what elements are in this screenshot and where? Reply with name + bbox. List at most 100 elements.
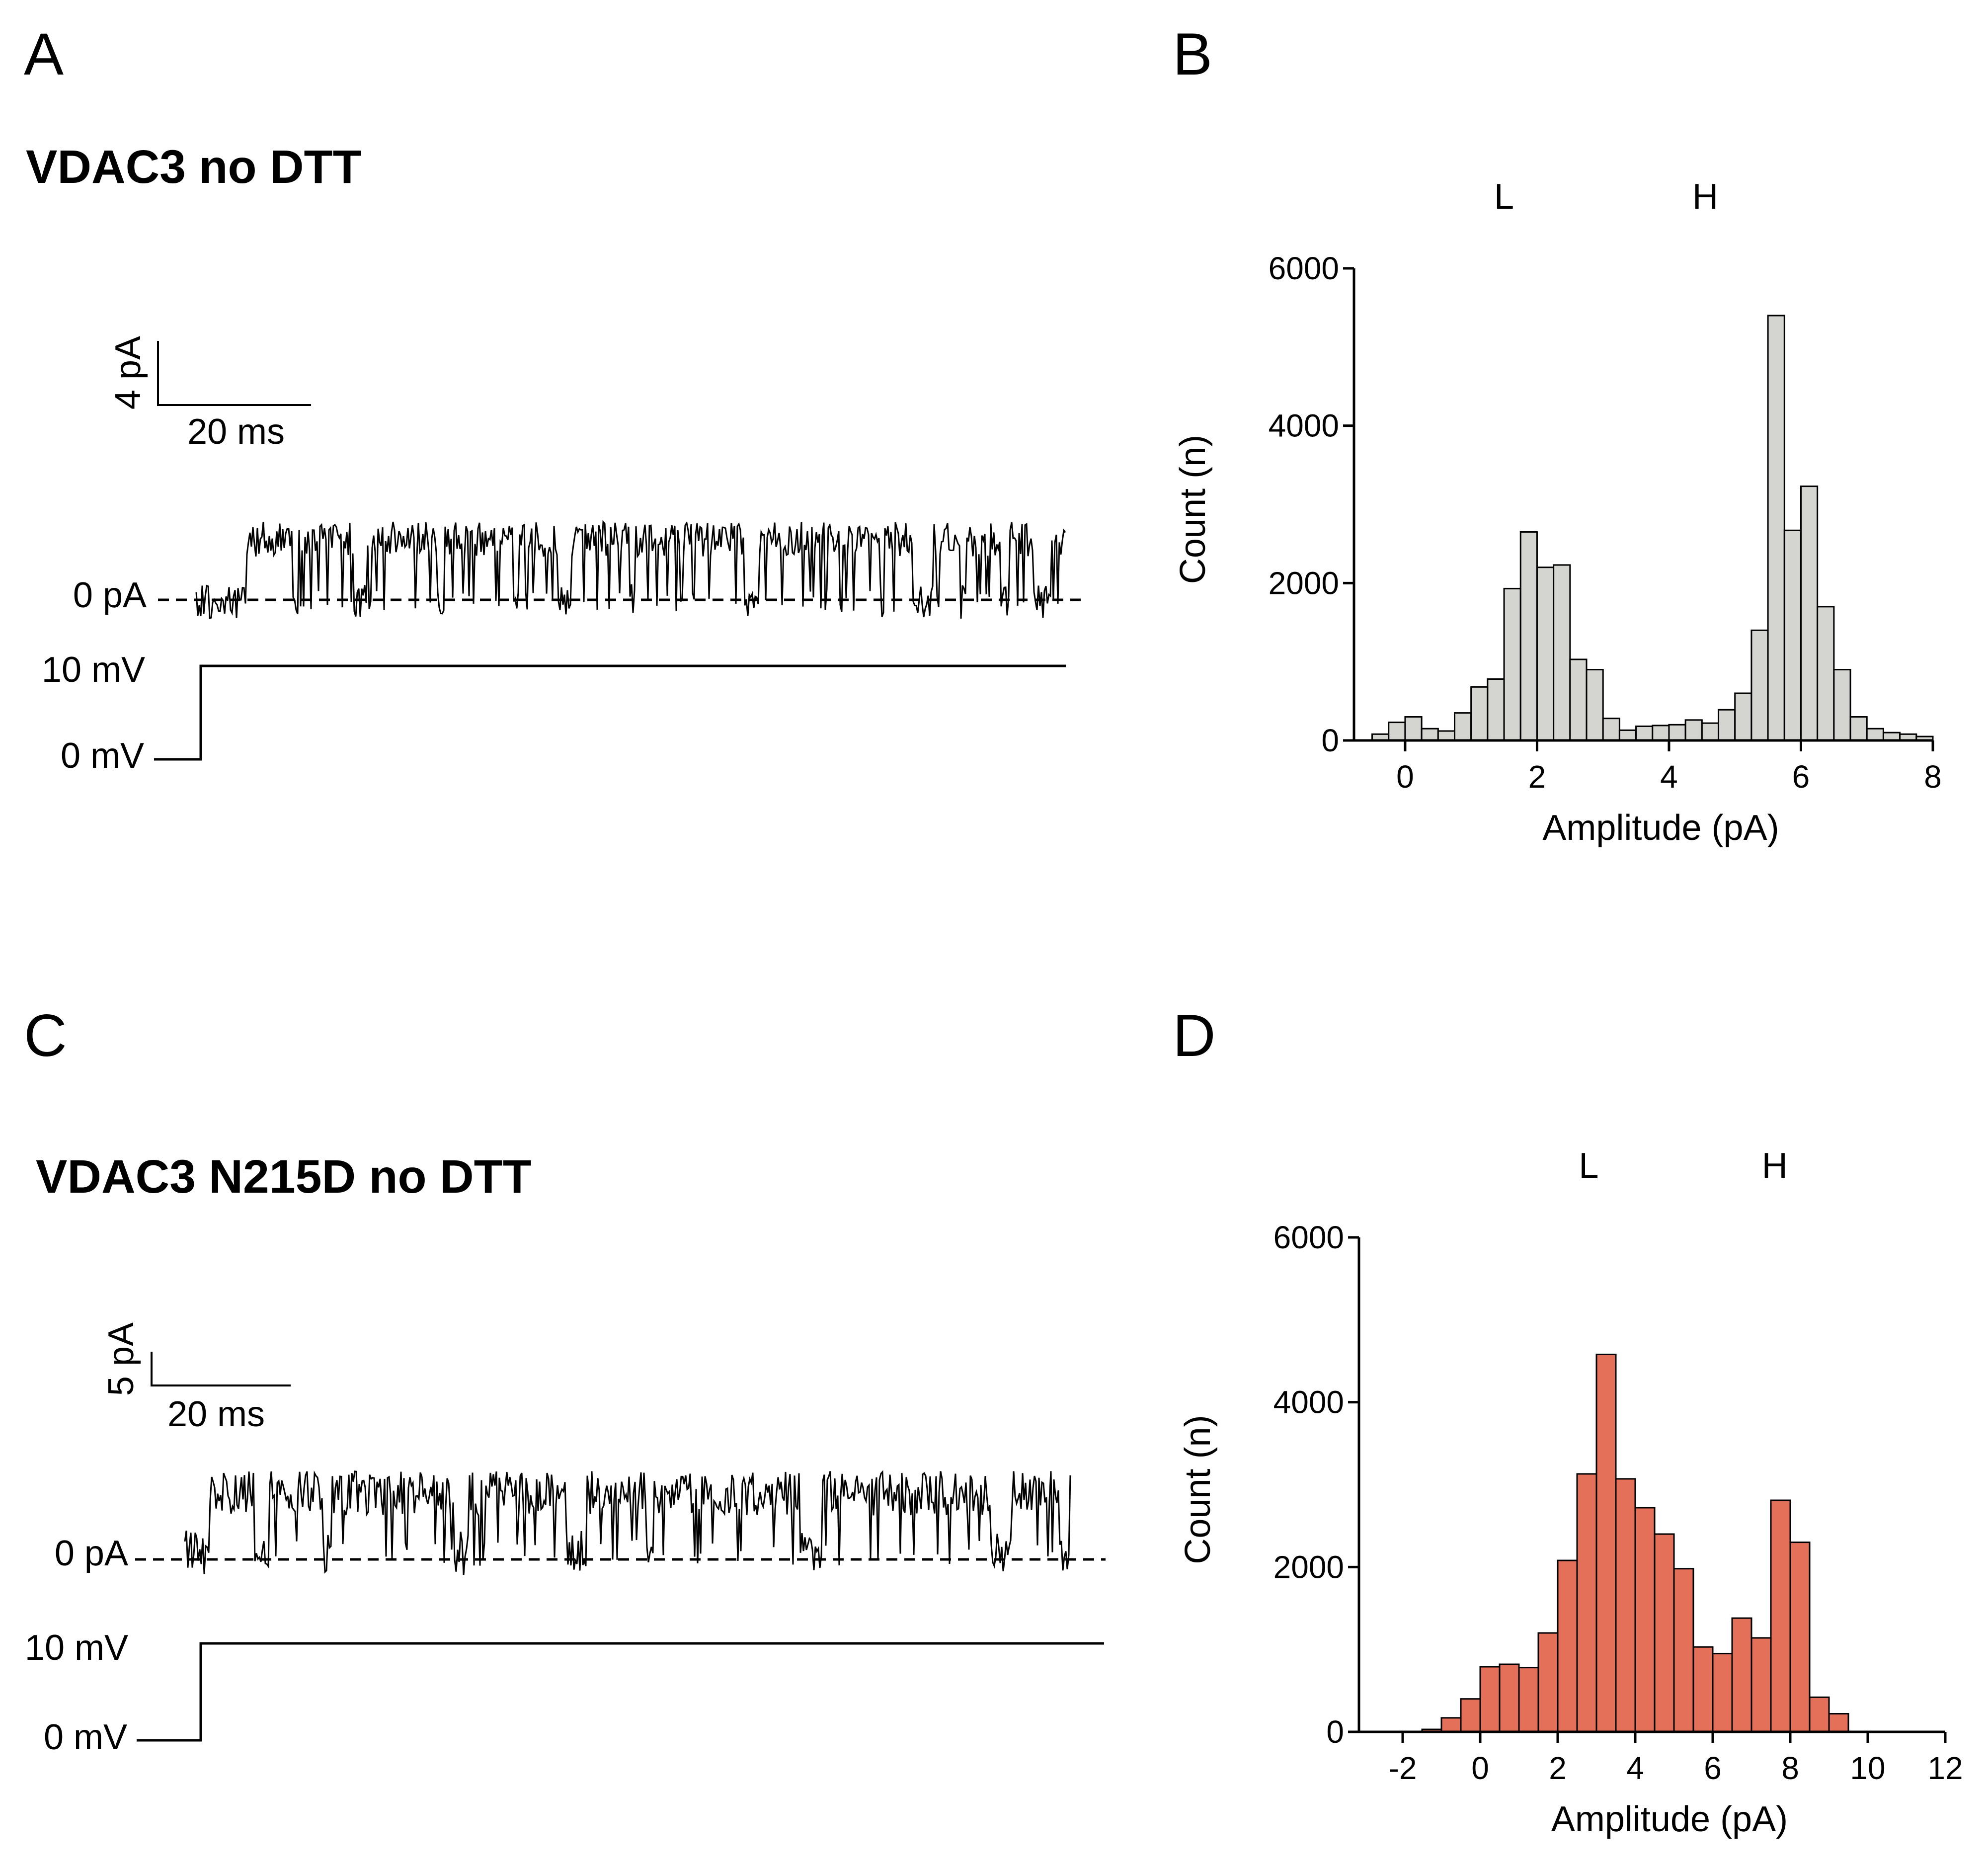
y-tick-label-b: 0: [1321, 723, 1339, 758]
histogram-bar-d: [1479, 1666, 1501, 1733]
histogram-bar-b: [1701, 722, 1720, 741]
histogram-bar-d: [1809, 1696, 1830, 1733]
histogram-bar-b: [1437, 730, 1455, 741]
scale-x-label-c: 20 ms: [167, 1394, 265, 1434]
histogram-bar-b: [1849, 716, 1868, 741]
zero-current-label-a: 0 pA: [73, 575, 147, 615]
scale-x-label-a: 20 ms: [187, 412, 285, 452]
histogram-bar-d: [1615, 1478, 1636, 1733]
voltage-protocol-c: 10 mV 0 mV: [25, 1628, 1104, 1757]
histogram-bar-d: [1750, 1637, 1772, 1733]
histogram-bar-b: [1866, 728, 1884, 741]
histogram-bar-b: [1569, 658, 1588, 741]
histogram-bar-d: [1712, 1652, 1733, 1733]
histogram-d: 0 2000 4000 6000 -2 0 2 4 6 8 10 12 Amplitude (pA) Co…: [1178, 1146, 1963, 1839]
histogram-bar-b: [1817, 606, 1835, 741]
x-tick-label-b: 6: [1792, 759, 1810, 795]
x-tick-label-d: -2: [1389, 1750, 1417, 1786]
histogram-bar-b: [1470, 686, 1489, 741]
x-tick-label-d: 2: [1549, 1750, 1567, 1786]
trace-signal-c: [184, 1470, 1071, 1575]
histogram-bar-b: [1421, 728, 1439, 741]
scale-y-label-c: 5 pA: [101, 1322, 141, 1396]
histogram-bar-b: [1833, 669, 1851, 741]
x-tick-label-d: 4: [1626, 1750, 1644, 1786]
histogram-bar-b: [1519, 531, 1538, 741]
histogram-bar-d: [1692, 1646, 1714, 1733]
panel-letter-a: A: [24, 21, 64, 87]
histogram-bar-b: [1536, 567, 1555, 741]
histogram-bar-d: [1634, 1507, 1656, 1733]
y-tick-label-d: 4000: [1273, 1384, 1344, 1420]
scale-bar-a: 4 pA 20 ms: [108, 336, 311, 452]
current-trace-c: 0 pA: [55, 1470, 1106, 1575]
histogram-bar-b: [1767, 315, 1785, 741]
peak-label-l-b: L: [1494, 177, 1514, 217]
x-tick-label-d: 10: [1850, 1750, 1885, 1786]
histogram-bar-d: [1731, 1617, 1752, 1733]
histogram-bar-b: [1718, 709, 1736, 741]
panel-letter-b: B: [1173, 21, 1212, 87]
histogram-b: 0 2000 4000 6000 0 2 4 6 8 Amplitude (pA) Count (n…: [1173, 177, 1942, 848]
x-tick-label-b: 0: [1396, 759, 1414, 795]
x-tick-label-d: 12: [1927, 1750, 1963, 1786]
histogram-bar-b: [1404, 716, 1423, 741]
x-tick-label-b: 4: [1660, 759, 1678, 795]
histogram-bar-d: [1595, 1353, 1617, 1733]
x-tick-label-d: 0: [1471, 1750, 1489, 1786]
histogram-bar-b: [1684, 719, 1703, 741]
histogram-bar-d: [1518, 1667, 1539, 1733]
histogram-bar-d: [1576, 1473, 1597, 1733]
scale-bar-c: 5 pA 20 ms: [101, 1322, 291, 1434]
x-tick-label-d: 6: [1704, 1750, 1722, 1786]
scale-y-label-a: 4 pA: [108, 336, 148, 409]
peak-label-h-b: H: [1692, 177, 1718, 217]
voltage-protocol-a: 10 mV 0 mV: [42, 650, 1066, 776]
y-tick-label-b: 2000: [1269, 565, 1339, 601]
x-tick-label-b: 8: [1924, 759, 1942, 795]
panel-b: B 0 2000 4000 6000 0 2 4 6 8 Amplitude (pA) Count …: [1173, 21, 1942, 848]
histogram-bar-b: [1668, 724, 1686, 741]
histogram-bar-b: [1388, 722, 1406, 741]
histogram-bar-b: [1800, 486, 1819, 741]
voltage-high-label-c: 10 mV: [25, 1628, 128, 1668]
histogram-bar-d: [1499, 1663, 1520, 1733]
x-tick-label-d: 8: [1781, 1750, 1799, 1786]
y-tick-label-d: 6000: [1273, 1220, 1344, 1255]
panel-c: C VDAC3 N215D no DTT 5 pA 20 ms 0 pA 10 …: [24, 1002, 1106, 1757]
panel-d: D 0 2000 4000 6000 -2 0 2 4 6 8 10 12 Amplitude (pA)…: [1173, 1002, 1963, 1839]
y-tick-label-b: 4000: [1269, 408, 1339, 444]
histogram-bar-b: [1783, 529, 1802, 741]
histogram-bar-b: [1750, 629, 1769, 741]
histogram-bar-b: [1487, 678, 1505, 741]
histogram-bar-b: [1635, 726, 1654, 741]
histogram-bar-b: [1652, 725, 1670, 741]
histogram-bar-d: [1673, 1568, 1694, 1733]
histogram-bar-b: [1503, 587, 1521, 741]
panel-letter-d: D: [1173, 1002, 1216, 1069]
voltage-low-label-c: 0 mV: [44, 1717, 127, 1757]
panel-a: A VDAC3 no DTT 4 pA 20 ms 0 pA 10 mV 0 m…: [24, 21, 1081, 776]
histogram-bar-b: [1618, 729, 1637, 741]
trace-title-c: VDAC3 N215D no DTT: [36, 1150, 532, 1203]
histogram-bar-b: [1553, 564, 1571, 741]
histogram-bar-b: [1602, 718, 1620, 741]
current-trace-a: 0 pA: [73, 520, 1081, 619]
y-axis-title-d: Count (n): [1178, 1415, 1218, 1564]
histogram-bar-b: [1734, 692, 1752, 741]
trace-signal-a: [195, 520, 1066, 619]
histogram-bar-d: [1537, 1632, 1559, 1733]
peak-label-h-d: H: [1762, 1146, 1788, 1186]
x-tick-label-b: 2: [1528, 759, 1546, 795]
histogram-bar-d: [1770, 1499, 1791, 1733]
peak-label-l-d: L: [1579, 1146, 1598, 1186]
histogram-bar-d: [1654, 1533, 1675, 1733]
histogram-bar-d: [1557, 1559, 1578, 1733]
histogram-bar-b: [1586, 669, 1604, 741]
trace-title-a: VDAC3 no DTT: [26, 141, 362, 193]
x-axis-title-d: Amplitude (pA): [1551, 1799, 1788, 1839]
panel-letter-c: C: [24, 1002, 67, 1069]
y-tick-label-b: 6000: [1269, 250, 1339, 286]
histogram-bar-d: [1828, 1713, 1849, 1733]
